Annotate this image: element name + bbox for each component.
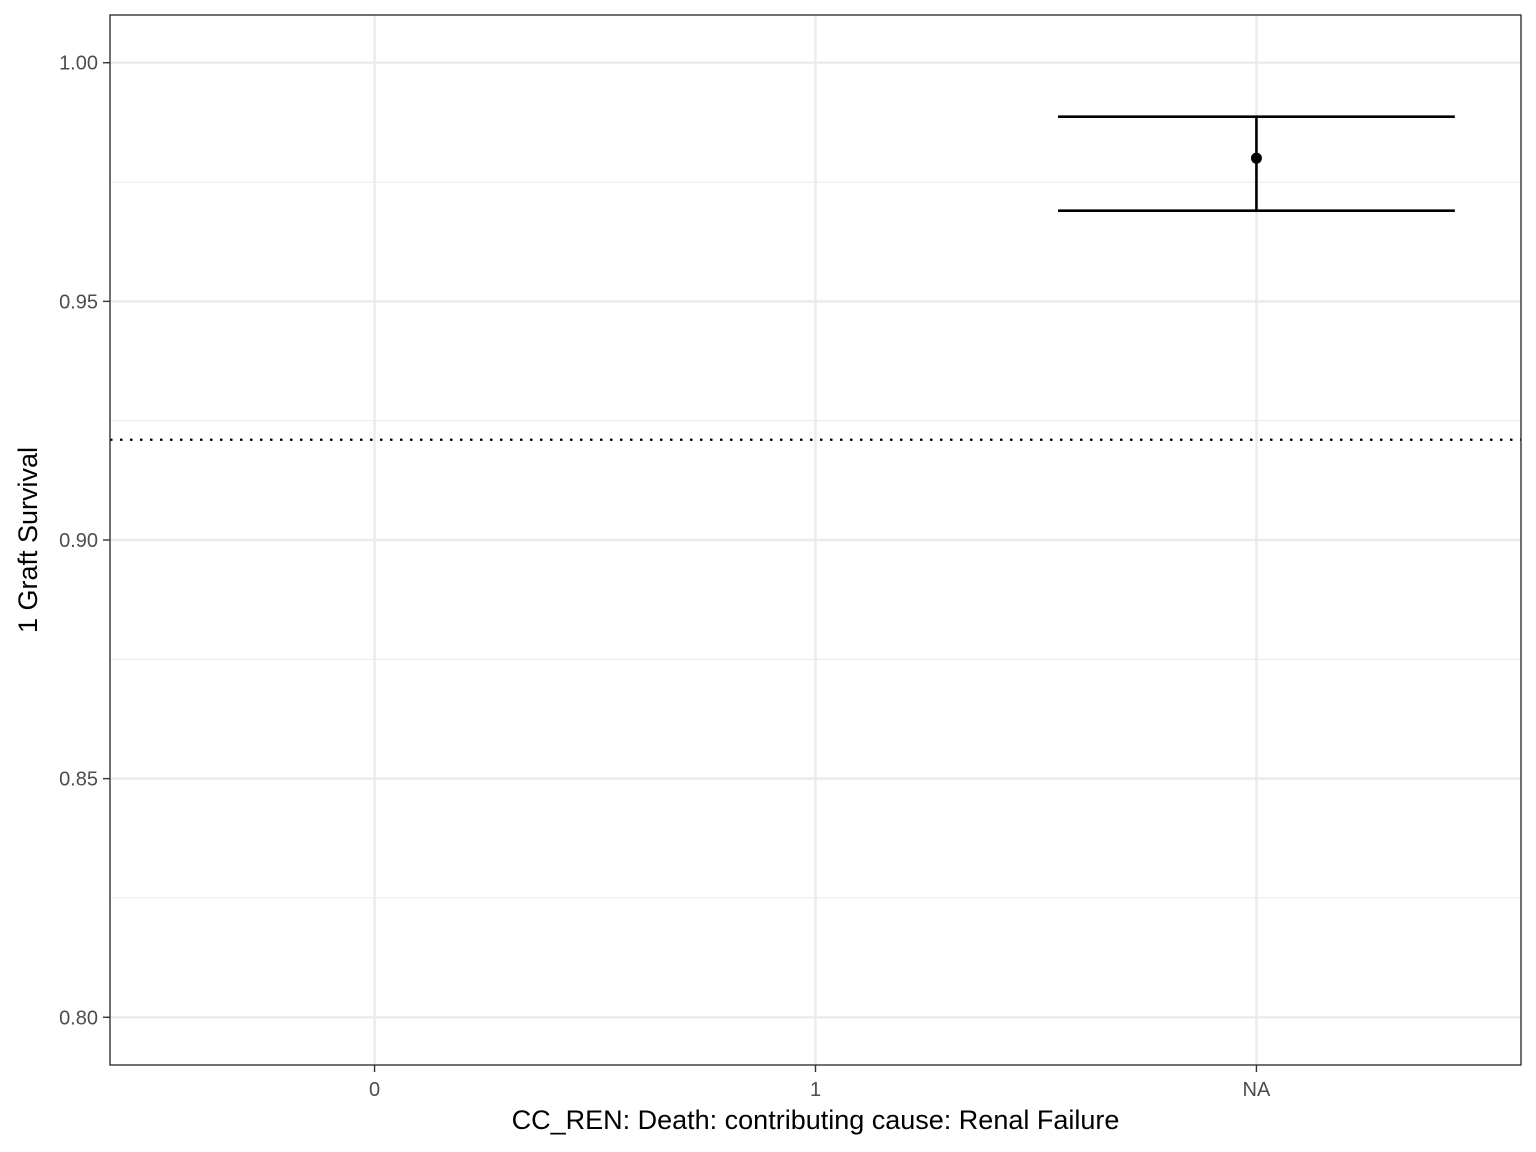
y-tick-label-0: 0.80 xyxy=(59,1007,98,1029)
x-tick-label-2: NA xyxy=(1243,1079,1271,1101)
x-axis-ticks: 0 1 NA xyxy=(369,1065,1271,1101)
y-tick-label-4: 1.00 xyxy=(59,53,98,75)
y-tick-label-1: 0.85 xyxy=(59,769,98,791)
y-tick-label-2: 0.90 xyxy=(59,530,98,552)
x-tick-label-1: 1 xyxy=(810,1079,821,1101)
data-point-0 xyxy=(1250,152,1262,164)
x-tick-label-0: 0 xyxy=(369,1079,380,1101)
y-axis-title: 1 Graft Survival xyxy=(13,447,43,633)
y-tick-label-3: 0.95 xyxy=(59,291,98,313)
y-axis-ticks: 0.80 0.85 0.90 0.95 1.00 xyxy=(59,53,110,1029)
data-marks xyxy=(1058,115,1455,212)
x-axis-title: CC_REN: Death: contributing cause: Renal… xyxy=(512,1105,1120,1135)
